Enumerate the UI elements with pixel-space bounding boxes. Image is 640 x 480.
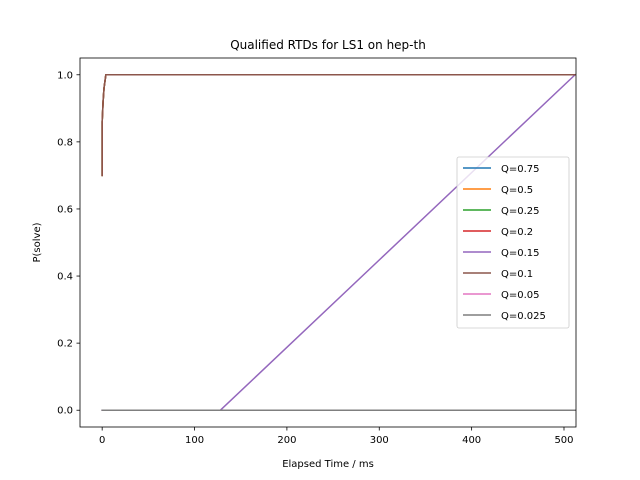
- y-tick-label: 0.2: [57, 339, 73, 350]
- legend-label-0: Q=0.75: [501, 164, 540, 175]
- y-tick-label: 1.0: [57, 70, 73, 81]
- x-tick-label: 100: [185, 435, 204, 446]
- series-line-5: [101, 74, 576, 177]
- plot-frame: [79, 57, 577, 428]
- x-tick-label: 400: [462, 435, 481, 446]
- y-tick-label: 0.8: [57, 137, 73, 148]
- legend-label-4: Q=0.15: [501, 248, 540, 259]
- legend-label-7: Q=0.025: [501, 311, 546, 322]
- x-axis-ticks: 0 100 200 300 400 500: [99, 427, 574, 446]
- x-tick-label: 0: [99, 435, 105, 446]
- chart-title: Qualified RTDs for LS1 on hep-th: [230, 38, 426, 52]
- legend-label-5: Q=0.1: [501, 269, 533, 280]
- y-tick-label: 0.4: [57, 272, 73, 283]
- x-axis-label: Elapsed Time / ms: [282, 459, 374, 470]
- x-tick-label: 500: [554, 435, 573, 446]
- legend-label-3: Q=0.2: [501, 227, 533, 238]
- x-tick-label: 300: [370, 435, 389, 446]
- y-axis-ticks: 0.0 0.2 0.4 0.6 0.8 1.0: [57, 70, 80, 417]
- y-tick-label: 0.0: [57, 406, 73, 417]
- x-tick-label: 200: [277, 435, 296, 446]
- legend-label-1: Q=0.5: [501, 185, 533, 196]
- legend-label-2: Q=0.25: [501, 206, 540, 217]
- legend-label-6: Q=0.05: [501, 290, 540, 301]
- y-axis-label: P(solve): [32, 222, 43, 262]
- series-layer: [101, 73, 577, 411]
- legend: Q=0.75 Q=0.5 Q=0.25 Q=0.2 Q=0.15 Q=0.1 Q=0.05 Q…: [456, 156, 570, 329]
- legend-box: [456, 156, 570, 329]
- y-tick-label: 0.6: [57, 204, 73, 215]
